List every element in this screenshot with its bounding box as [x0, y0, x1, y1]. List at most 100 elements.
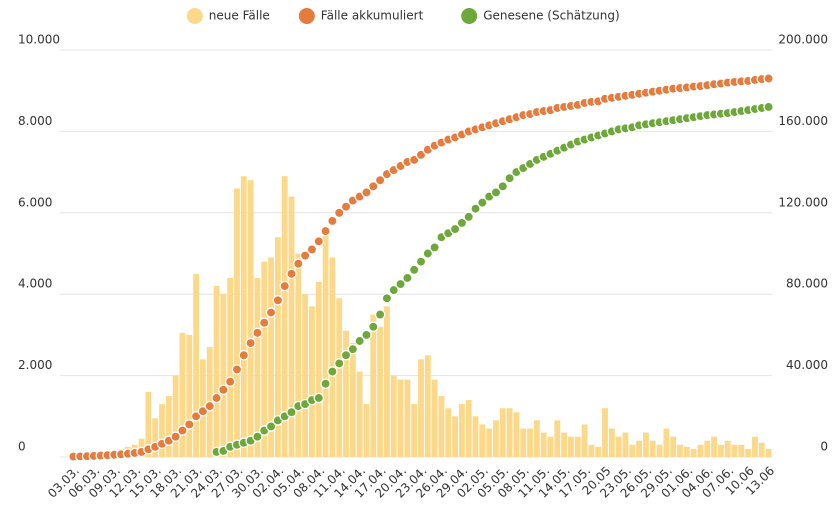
- bar: [670, 436, 677, 457]
- bar: [254, 277, 261, 457]
- bar: [581, 424, 588, 457]
- dot: [190, 411, 202, 422]
- bar: [765, 448, 772, 457]
- bar: [649, 440, 656, 457]
- dot: [320, 378, 331, 389]
- bar: [533, 420, 540, 457]
- bar: [568, 436, 574, 457]
- bar: [377, 326, 384, 457]
- bar: [458, 404, 465, 457]
- bar: [179, 332, 186, 457]
- dot: [388, 284, 399, 296]
- bar: [349, 343, 356, 457]
- bar: [343, 330, 349, 457]
- bar: [336, 298, 343, 457]
- bar: [288, 196, 295, 457]
- dot: [320, 225, 331, 237]
- bar: [745, 448, 752, 457]
- legend-marker: [186, 8, 203, 24]
- dot: [238, 349, 250, 361]
- dot: [456, 217, 468, 229]
- dot: [504, 172, 515, 184]
- bar: [465, 400, 472, 457]
- bar: [506, 408, 513, 457]
- dot: [374, 174, 386, 186]
- bar: [268, 257, 274, 457]
- bar: [424, 355, 431, 457]
- dot: [211, 392, 222, 404]
- y-tick-label: 4.000: [18, 277, 52, 291]
- dot: [368, 181, 379, 192]
- bar: [690, 448, 697, 457]
- y2-tick-label: 120.000: [778, 195, 828, 209]
- legend-label: Fälle akkumuliert: [321, 9, 424, 23]
- bar: [322, 229, 329, 457]
- dot: [347, 343, 359, 355]
- bar: [493, 420, 499, 457]
- dot: [170, 431, 181, 442]
- bar: [234, 188, 240, 457]
- dot: [470, 203, 481, 214]
- legend-marker: [461, 8, 478, 24]
- dot: [224, 376, 236, 387]
- dot: [265, 307, 277, 318]
- dot: [490, 187, 502, 198]
- bar: [574, 436, 581, 457]
- bar: [622, 432, 629, 457]
- y2-tick-label: 160.000: [778, 114, 828, 128]
- dot: [327, 366, 338, 377]
- dot: [361, 187, 372, 198]
- dot: [354, 335, 365, 347]
- bar: [363, 404, 370, 457]
- dot: [422, 248, 434, 259]
- bar: [608, 428, 615, 457]
- y-tick-label: 10.000: [18, 33, 60, 47]
- bar: [513, 412, 520, 457]
- bar: [261, 261, 268, 457]
- bar: [527, 428, 533, 457]
- dot: [252, 431, 263, 442]
- bar: [240, 176, 247, 458]
- dot: [286, 406, 297, 418]
- bar: [561, 432, 568, 457]
- bar: [717, 444, 724, 457]
- bar: [193, 273, 200, 457]
- dot: [333, 207, 345, 219]
- dot: [313, 236, 325, 247]
- bar: [602, 408, 608, 457]
- dot: [361, 329, 372, 341]
- bar: [274, 237, 281, 457]
- bar: [213, 286, 220, 457]
- bar: [172, 375, 179, 457]
- bar: [629, 444, 636, 457]
- bar: [309, 306, 315, 457]
- bar: [547, 436, 554, 457]
- bar: [711, 436, 717, 457]
- y-tick-label: 2.000: [18, 358, 52, 372]
- dot: [252, 327, 263, 339]
- bar: [145, 391, 152, 457]
- y2-tick-label: 80.000: [786, 277, 828, 291]
- bar: [588, 444, 595, 457]
- bar: [731, 444, 738, 457]
- dot: [184, 419, 195, 430]
- y2-tick-label: 200.000: [778, 33, 828, 47]
- bar: [752, 436, 758, 457]
- dot: [258, 317, 270, 328]
- bar: [656, 444, 663, 457]
- dot: [293, 258, 304, 269]
- bar: [404, 379, 411, 457]
- dot: [395, 278, 406, 290]
- dot: [402, 272, 413, 284]
- dot: [497, 181, 509, 192]
- dot: [340, 201, 352, 212]
- y2-tick-label: 0: [820, 440, 828, 454]
- bar: [152, 418, 159, 457]
- bar: [445, 408, 452, 457]
- dot: [408, 154, 420, 166]
- y-tick-label: 0: [18, 440, 26, 454]
- bar: [636, 440, 643, 457]
- legend-label: neue Fälle: [209, 9, 270, 23]
- dot: [197, 405, 209, 417]
